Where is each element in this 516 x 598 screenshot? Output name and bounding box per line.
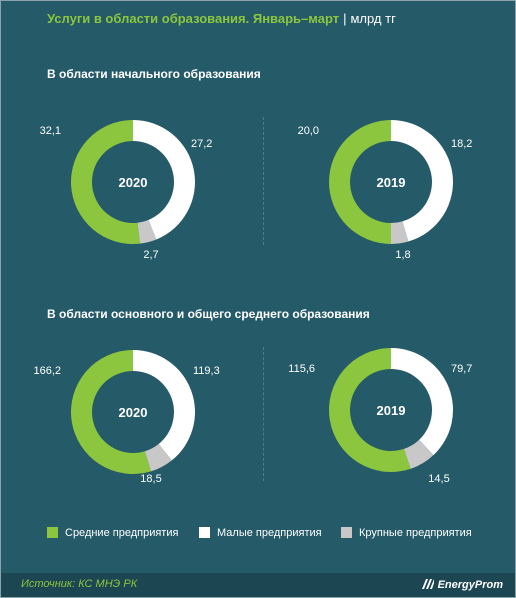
brand-name: EnergyProm — [437, 579, 503, 591]
source-note: Источник: КС МНЭ РК — [21, 578, 138, 590]
legend-swatch-large — [341, 527, 352, 538]
section-title-primary: В области начального образования — [47, 67, 261, 81]
data-label-medium: 32,1 — [40, 125, 61, 137]
donut-slice-small — [133, 350, 196, 461]
donut-slice-medium — [71, 120, 140, 245]
legend-swatch-small — [199, 527, 210, 538]
donut-slice-small — [391, 120, 453, 242]
donut-center-year: 2019 — [377, 175, 406, 190]
chart-title: Услуги в области образования. Январь–мар… — [47, 11, 340, 26]
legend-label-medium: Средние предприятия — [65, 527, 179, 539]
energyprom-logo-icon — [421, 579, 434, 589]
donut-center-year: 2019 — [377, 403, 406, 418]
donut-charts: 27,22,732,1202018,21,820,02019119,318,51… — [33, 120, 472, 485]
legend-swatch-medium — [47, 527, 58, 538]
section-divider-primary — [263, 117, 264, 245]
unit-label: млрд тг — [350, 11, 396, 26]
donut-chart-4: 79,7 14,5 115,6 2019 — [288, 348, 472, 485]
data-label-medium: 166,2 — [33, 365, 61, 377]
donut-slice-large — [144, 443, 172, 472]
donut-slice-medium — [329, 120, 391, 244]
donut-center-year: 2020 — [119, 175, 148, 190]
legend-label-large: Крупные предприятия — [359, 527, 472, 539]
data-label-small: 27,2 — [191, 138, 212, 150]
data-label-large: 18,5 — [140, 473, 161, 485]
donut-slice-medium — [70, 350, 151, 475]
legend: Средние предприятия Малые предприятия Кр… — [47, 527, 507, 543]
legend-item-medium: Средние предприятия — [47, 527, 178, 539]
donut-center-year: 2020 — [119, 405, 148, 420]
footer-bar: Источник: КС МНЭ РК EnergyProm — [1, 573, 515, 597]
data-label-small: 18,2 — [451, 138, 472, 150]
data-label-large: 1,8 — [395, 249, 410, 261]
legend-item-large: Крупные предприятия — [341, 527, 472, 539]
data-label-small: 79,7 — [451, 363, 472, 375]
donut-chart-1: 27,2 2,7 32,1 2020 — [40, 120, 212, 261]
donut-slice-medium — [328, 348, 411, 472]
donut-slice-small — [391, 348, 453, 456]
chart-header: Услуги в области образования. Январь–мар… — [47, 11, 396, 26]
section-divider-secondary — [263, 347, 264, 481]
donut-slice-small — [133, 120, 196, 240]
brand-logo: EnergyProm — [421, 577, 503, 591]
donut-slice-large — [403, 439, 434, 469]
donut-chart-2: 18,2 1,8 20,0 2019 — [298, 120, 472, 261]
data-label-medium: 20,0 — [298, 125, 319, 137]
donut-chart-3: 119,3 18,5 166,2 2020 — [33, 350, 220, 485]
data-label-medium: 115,6 — [288, 363, 315, 375]
donut-slice-large — [391, 221, 409, 244]
legend-label-small: Малые предприятия — [217, 527, 322, 539]
data-label-small: 119,3 — [193, 365, 220, 377]
donut-slice-large — [137, 219, 157, 244]
data-label-large: 14,5 — [428, 473, 449, 485]
section-title-secondary: В области основного и общего среднего об… — [47, 307, 370, 321]
data-label-large: 2,7 — [143, 249, 158, 261]
title-separator: | — [343, 11, 347, 26]
legend-item-small: Малые предприятия — [199, 527, 322, 539]
